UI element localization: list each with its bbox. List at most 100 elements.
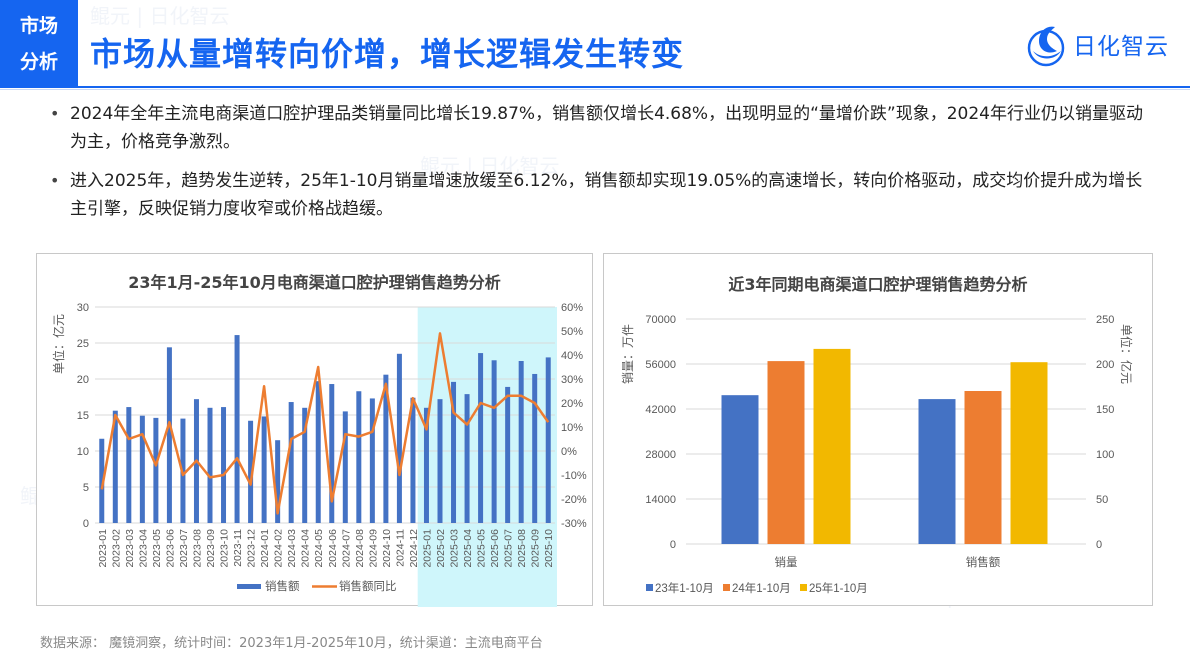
svg-text:2023-02: 2023-02 xyxy=(110,529,122,568)
svg-text:2024-07: 2024-07 xyxy=(340,529,352,568)
svg-text:10%: 10% xyxy=(561,422,583,434)
header-divider-thin xyxy=(0,89,1190,90)
svg-text:2024-08: 2024-08 xyxy=(354,529,366,568)
svg-text:2023-12: 2023-12 xyxy=(246,529,258,568)
svg-text:销量：万件: 销量：万件 xyxy=(621,324,635,384)
svg-text:10: 10 xyxy=(77,446,89,458)
svg-text:销售额同比: 销售额同比 xyxy=(339,579,397,593)
svg-text:2023-05: 2023-05 xyxy=(151,529,163,568)
bar-sales xyxy=(248,420,254,523)
svg-text:0: 0 xyxy=(670,539,676,551)
bar-sales xyxy=(369,398,375,523)
yoy-chart-plot: 0 14000 28000 42000 56000 70000 0 50 100 150 200 25… xyxy=(621,314,1134,595)
bar-sales xyxy=(139,415,145,523)
trend-chart: 23年1月-25年10月电商渠道口腔护理销售趋势分析 0 5 10 15 20 25 30 -… xyxy=(36,253,593,607)
bar-sales xyxy=(532,373,538,523)
svg-text:2023-07: 2023-07 xyxy=(178,529,190,568)
svg-text:销售额: 销售额 xyxy=(265,579,300,593)
summary-bullets: 2024年全年主流电商渠道口腔护理品类销量同比增长19.87%，销售额仅增长4.… xyxy=(48,100,1158,234)
watermark: 鲲元 | 日化智云 xyxy=(90,4,230,28)
svg-text:2023-03: 2023-03 xyxy=(124,529,136,568)
bar-sales xyxy=(112,410,118,523)
svg-text:-20%: -20% xyxy=(561,494,587,506)
svg-text:25年1-10月: 25年1-10月 xyxy=(809,581,868,595)
bar-sales xyxy=(126,407,132,523)
svg-text:2025-06: 2025-06 xyxy=(489,529,501,568)
logo-text: 日化智云 xyxy=(1073,34,1169,60)
svg-text:200: 200 xyxy=(1096,359,1114,371)
bar-sales xyxy=(234,335,240,523)
svg-text:60%: 60% xyxy=(561,302,583,314)
svg-text:2023-10: 2023-10 xyxy=(219,529,231,568)
bar-1-1 xyxy=(964,391,1002,544)
svg-text:14000: 14000 xyxy=(645,494,676,506)
svg-text:单位：亿元: 单位：亿元 xyxy=(51,314,66,374)
bar-sales xyxy=(275,440,281,523)
bar-sales xyxy=(221,407,227,523)
svg-text:2025-07: 2025-07 xyxy=(503,529,515,568)
bar-sales xyxy=(261,416,267,523)
bar-sales xyxy=(518,361,524,523)
bar-0-1 xyxy=(767,361,805,544)
svg-text:2024-09: 2024-09 xyxy=(367,529,379,568)
svg-text:2023-01: 2023-01 xyxy=(97,529,109,568)
bar-sales xyxy=(153,417,159,523)
bar-sales xyxy=(207,407,213,523)
svg-text:23年1-10月: 23年1-10月 xyxy=(655,581,714,595)
bar-sales xyxy=(491,360,497,523)
svg-text:25: 25 xyxy=(77,338,89,350)
bar-sales xyxy=(437,399,443,523)
svg-text:2025-04: 2025-04 xyxy=(462,529,474,568)
svg-text:销售额: 销售额 xyxy=(966,555,1001,569)
svg-text:50: 50 xyxy=(1096,494,1108,506)
svg-text:30%: 30% xyxy=(561,374,583,386)
svg-text:2023-08: 2023-08 xyxy=(191,529,203,568)
bar-sales xyxy=(423,407,429,523)
svg-text:-30%: -30% xyxy=(561,518,587,530)
brand-logo: 日化智云 xyxy=(1025,20,1169,68)
svg-text:70000: 70000 xyxy=(645,314,676,326)
bar-sales xyxy=(505,386,511,523)
bar-sales xyxy=(356,391,362,523)
bar-sales xyxy=(396,353,402,523)
data-source-note: 数据来源： 魔镜洞察，统计时间：2023年1月-2025年10月，统计渠道：主流… xyxy=(40,636,543,651)
svg-text:2023-09: 2023-09 xyxy=(205,529,217,568)
bar-sales xyxy=(166,347,172,523)
svg-text:2023-11: 2023-11 xyxy=(232,529,244,567)
svg-text:2025-09: 2025-09 xyxy=(530,529,542,568)
svg-text:2024-04: 2024-04 xyxy=(300,529,312,568)
yoy-chart: 近3年同期电商渠道口腔护理销售趋势分析 0 14000 28000 42000 5600… xyxy=(603,253,1153,606)
trend-chart-plot: 0 5 10 15 20 25 30 -30% -20% -10% 0% 10% 20% 30% 40% 50… xyxy=(51,302,587,607)
svg-text:销量: 销量 xyxy=(775,555,798,569)
svg-text:42000: 42000 xyxy=(645,404,676,416)
svg-text:30: 30 xyxy=(77,302,89,314)
bar-sales xyxy=(329,384,335,523)
header-divider xyxy=(0,86,1190,88)
svg-text:50%: 50% xyxy=(561,326,583,338)
bar-1-2 xyxy=(1010,362,1048,544)
svg-text:2025-02: 2025-02 xyxy=(435,529,447,568)
svg-text:2024-01: 2024-01 xyxy=(259,529,271,568)
svg-text:2024-03: 2024-03 xyxy=(286,529,298,568)
bar-0-0 xyxy=(721,395,759,544)
bar-sales xyxy=(288,402,294,523)
bar-0-2 xyxy=(813,348,851,544)
svg-text:2025-05: 2025-05 xyxy=(476,529,488,568)
svg-text:2024-12: 2024-12 xyxy=(408,529,420,568)
svg-text:20: 20 xyxy=(77,374,89,386)
svg-text:2025-08: 2025-08 xyxy=(516,529,528,568)
svg-text:100: 100 xyxy=(1096,449,1114,461)
bar-1-0 xyxy=(918,399,956,544)
svg-text:56000: 56000 xyxy=(645,359,676,371)
svg-text:24年1-10月: 24年1-10月 xyxy=(732,581,791,595)
svg-text:20%: 20% xyxy=(561,398,583,410)
bar-sales xyxy=(302,407,308,523)
line-yoy xyxy=(100,332,550,515)
bar-sales xyxy=(464,394,470,523)
section-tag-line2: 分析 xyxy=(19,51,58,73)
section-tag-line1: 市场 xyxy=(19,15,58,37)
svg-text:2025-01: 2025-01 xyxy=(421,529,433,568)
bar-sales xyxy=(545,357,551,523)
bar-sales xyxy=(383,374,389,523)
svg-text:2025-10: 2025-10 xyxy=(543,529,555,568)
